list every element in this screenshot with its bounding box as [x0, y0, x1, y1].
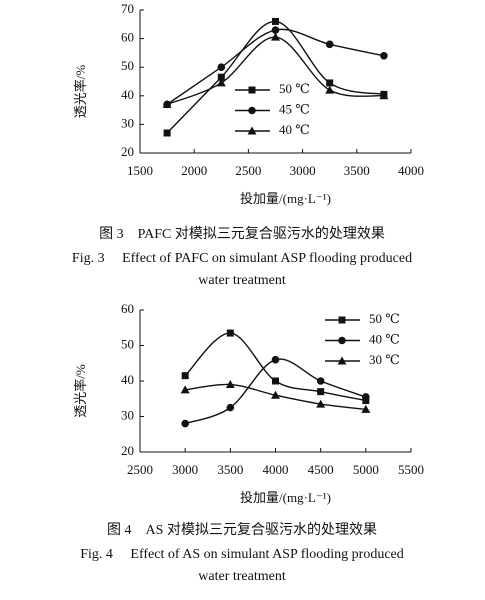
caption-en: water treatment	[198, 569, 286, 584]
marker	[272, 377, 279, 385]
marker	[217, 73, 225, 81]
caption-en: Fig. 3 Effect of PAFC on simulant ASP fl…	[72, 251, 412, 266]
caption-cn: 图 4 AS 对模拟三元复合驱污水的处理效果	[107, 521, 377, 538]
x-axis-label: 投加量/(mg·L⁻¹)	[240, 490, 331, 505]
caption-en: water treatment	[198, 273, 286, 288]
x-tick-label: 3500	[344, 163, 370, 178]
marker	[362, 393, 370, 401]
y-axis-label: 透光率/%	[73, 65, 88, 119]
marker	[379, 91, 389, 100]
marker	[317, 388, 325, 396]
y-tick-label: 50	[121, 58, 134, 73]
marker	[325, 85, 335, 94]
legend-label: 40 ℃	[369, 331, 400, 346]
marker	[271, 26, 280, 34]
legend-label: 30 ℃	[369, 352, 400, 367]
y-tick-label: 40	[121, 372, 134, 387]
marker	[226, 329, 234, 337]
marker	[325, 40, 334, 49]
x-tick-label: 1500	[127, 163, 153, 178]
caption-cn: 图 3 PAFC 对模拟三元复合驱污水的处理效果	[99, 225, 385, 242]
y-tick-label: 30	[121, 407, 134, 422]
caption-en: Fig. 4 Effect of AS on simulant ASP floo…	[80, 547, 404, 562]
legend-label: 50 ℃	[369, 311, 400, 326]
x-tick-label: 3000	[290, 163, 316, 178]
marker	[217, 63, 226, 71]
marker	[181, 419, 189, 428]
marker	[316, 399, 326, 408]
marker	[271, 355, 280, 364]
legend-marker	[248, 86, 256, 94]
y-tick-label: 60	[121, 30, 134, 45]
y-tick-label: 70	[121, 1, 134, 16]
marker	[162, 99, 172, 108]
x-tick-label: 2500	[127, 462, 153, 477]
y-tick-label: 50	[121, 336, 134, 351]
marker	[225, 380, 235, 389]
x-tick-label: 3500	[217, 462, 243, 477]
legend-marker	[338, 316, 346, 324]
y-tick-label: 40	[121, 87, 134, 102]
x-tick-label: 5500	[398, 462, 424, 477]
x-axis-label: 投加量/(mg·L⁻¹)	[240, 191, 331, 206]
y-tick-label: 60	[121, 301, 134, 316]
marker	[380, 51, 388, 60]
x-tick-label: 5000	[353, 462, 379, 477]
x-tick-label: 4000	[263, 462, 289, 477]
y-tick-label: 20	[121, 443, 134, 458]
series-line	[184, 332, 366, 402]
legend-marker	[337, 356, 347, 365]
marker	[163, 129, 171, 137]
x-tick-label: 2500	[235, 163, 261, 178]
legend-marker	[247, 126, 257, 135]
legend-label: 45 ℃	[279, 101, 310, 116]
legend-marker	[338, 336, 346, 345]
x-tick-label: 3000	[172, 462, 198, 477]
marker	[272, 17, 279, 25]
marker	[271, 390, 280, 399]
marker	[181, 372, 189, 380]
x-tick-label: 2000	[181, 163, 207, 178]
legend-label: 50 ℃	[279, 81, 310, 96]
legend-label: 40 ℃	[279, 122, 310, 137]
y-tick-label: 30	[121, 115, 134, 130]
marker	[326, 79, 334, 87]
marker	[180, 385, 190, 394]
marker	[226, 403, 235, 412]
y-tick-label: 20	[121, 144, 134, 159]
marker	[361, 404, 371, 413]
marker	[316, 377, 325, 385]
x-tick-label: 4000	[398, 163, 424, 178]
legend-marker	[248, 106, 256, 115]
y-axis-label: 透光率/%	[73, 364, 88, 418]
x-tick-label: 4500	[308, 462, 334, 477]
marker	[216, 78, 226, 87]
marker	[271, 32, 280, 41]
series-line	[166, 36, 384, 106]
